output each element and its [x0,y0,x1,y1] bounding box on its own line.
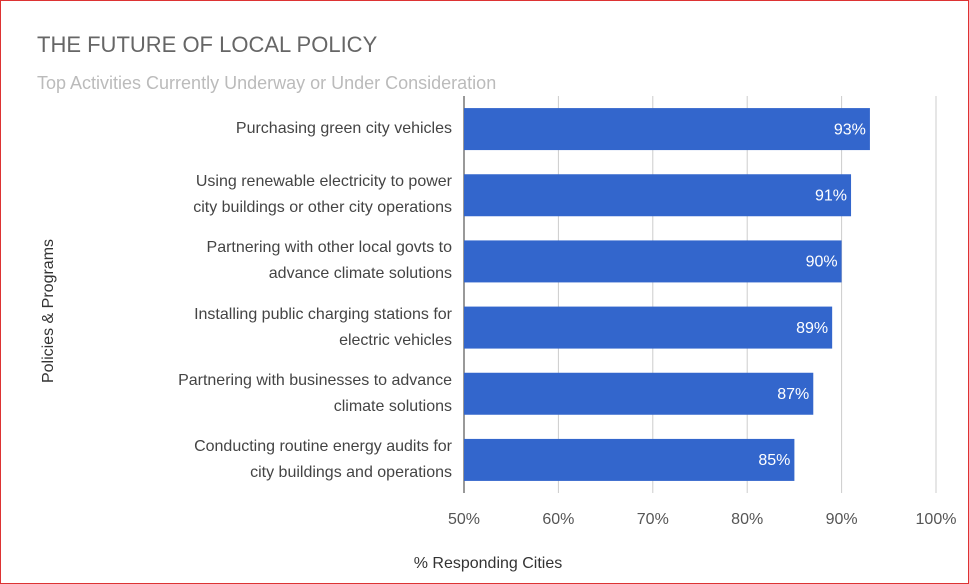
x-tick-label: 100% [916,511,957,528]
x-tick-label: 80% [731,511,763,528]
value-label: 85% [758,452,790,469]
value-label: 91% [815,187,847,204]
value-label: 90% [806,254,838,271]
chart-title: THE FUTURE OF LOCAL POLICY [37,32,378,57]
x-tick-label: 70% [637,511,669,528]
bar [464,438,795,481]
y-tick-label: Purchasing green city vehicles [235,120,452,138]
chart-subtitle: Top Activities Currently Underway or Und… [37,73,496,93]
bar [464,372,814,415]
y-axis-title: Policies & Programs [40,239,57,383]
bar [464,240,842,283]
value-label: 89% [796,320,828,337]
x-axis-title: % Responding Cities [414,555,563,572]
bar [464,174,852,217]
bar [464,306,833,349]
x-tick-label: 60% [542,511,574,528]
value-label: 87% [777,386,809,403]
y-tick-label: Partnering with businesses to advance cl… [178,371,452,415]
value-label: 93% [834,121,866,138]
bar [464,108,870,151]
x-tick-label: 90% [826,511,858,528]
y-tick-label: Installing public charging stations for … [194,305,452,349]
y-tick-label: Conducting routine energy audits for cit… [194,437,452,481]
y-tick-label: Partnering with other local govts to adv… [206,239,452,283]
x-tick-label: 50% [448,511,480,528]
y-tick-label: Using renewable electricity to power cit… [193,173,452,217]
